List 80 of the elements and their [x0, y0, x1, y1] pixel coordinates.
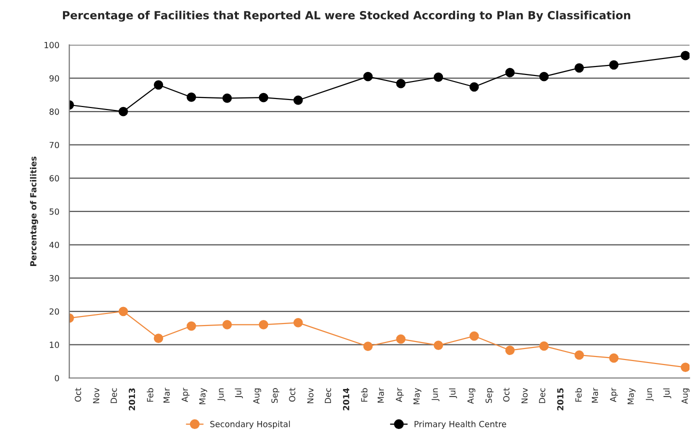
chart-title: Percentage of Facilities that Reported AL were Stocked According to Plan By Classification — [62, 10, 630, 22]
x-tick-label: 2015 — [557, 388, 564, 410]
x-tick-label: Oct — [503, 388, 510, 402]
point — [680, 50, 690, 60]
x-tick-label: May — [628, 388, 636, 404]
x-tick-label: Apr — [396, 388, 404, 402]
x-tick-label: Sep — [271, 388, 280, 403]
point — [154, 334, 164, 344]
point — [469, 82, 479, 92]
x-tick-label: Apr — [610, 388, 618, 402]
y-tick-label: 40 — [49, 242, 60, 248]
point — [186, 321, 196, 331]
x-tick-label: 2014 — [342, 388, 350, 410]
x-tick-label: Dec — [110, 388, 117, 404]
x-tick-label: May — [413, 388, 422, 404]
x-tick-label: Mar — [592, 388, 598, 403]
x-tick-label: Nov — [93, 388, 100, 404]
point — [539, 72, 549, 82]
x-tick-label: Feb — [575, 388, 582, 402]
x-tick-label: Nov — [521, 388, 528, 404]
point — [186, 92, 196, 102]
point — [154, 80, 164, 90]
x-tick-label: Apr — [182, 388, 190, 402]
y-tick-label: 50 — [50, 208, 60, 215]
point — [609, 60, 619, 70]
point — [609, 353, 619, 363]
point — [680, 362, 690, 372]
point — [293, 96, 303, 105]
x-tick-label: Sep — [486, 388, 494, 403]
x-tick-label: May — [199, 388, 208, 404]
y-tick-label: 20 — [50, 308, 60, 315]
point — [434, 72, 444, 82]
x-tick-label: Dec — [324, 388, 332, 404]
legend-label: Primary Health Centre — [414, 420, 506, 429]
point — [222, 94, 232, 103]
x-tick-label: 2013 — [128, 388, 136, 410]
x-tick-label: Mar — [164, 388, 170, 403]
x-tick-label: Jul — [449, 388, 458, 398]
x-tick-label: Aug — [253, 388, 262, 404]
y-tick-label: 10 — [50, 342, 60, 348]
point — [363, 342, 373, 352]
x-tick-label: Aug — [467, 388, 476, 404]
point — [258, 92, 268, 102]
x-tick-label: Jun — [218, 388, 226, 402]
point — [396, 78, 406, 88]
y-tick-label: 70 — [50, 142, 60, 148]
point — [469, 331, 479, 341]
point — [434, 340, 444, 350]
y-tick-label: 60 — [50, 175, 60, 182]
point — [293, 318, 303, 328]
point — [363, 72, 373, 82]
point — [505, 68, 515, 78]
x-tick-label: Jun — [646, 388, 654, 402]
y-tick-label: 0 — [54, 374, 60, 382]
y-tick-label: 80 — [50, 108, 60, 115]
point — [574, 350, 584, 360]
point — [118, 306, 128, 316]
x-tick-label: Oct — [288, 388, 296, 402]
x-tick-label: Oct — [74, 388, 82, 402]
x-tick-label: Jul — [663, 388, 672, 398]
y-axis-title: Percentage of Facilities — [30, 156, 38, 266]
point — [396, 334, 406, 344]
y-tick-label: 30 — [50, 275, 60, 282]
legend-label: Secondary Hospital — [210, 420, 290, 429]
x-tick-label: Dec — [539, 388, 546, 404]
point — [258, 320, 268, 330]
x-tick-label: Mar — [378, 388, 384, 403]
point — [539, 341, 549, 351]
x-tick-label: Aug — [682, 388, 690, 404]
point — [574, 63, 584, 73]
point — [505, 346, 515, 356]
x-tick-label: Jul — [234, 388, 243, 398]
y-tick-label: 90 — [50, 75, 60, 82]
point — [222, 320, 232, 330]
x-tick-label: Feb — [146, 388, 154, 402]
point — [118, 106, 128, 116]
y-tick-label: 100 — [44, 42, 60, 48]
x-tick-label: Feb — [361, 388, 368, 402]
x-tick-label: Jun — [432, 388, 440, 402]
x-tick-label: Nov — [307, 388, 314, 404]
